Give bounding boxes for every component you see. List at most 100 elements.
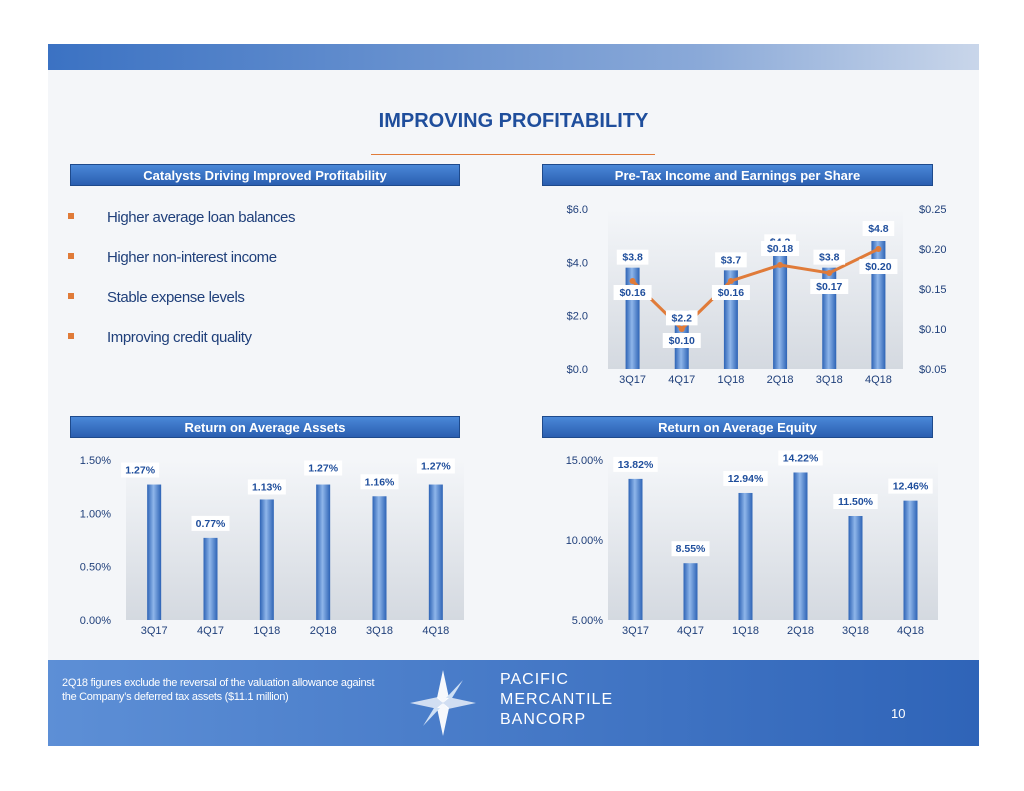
roae-data-label: 8.55% [676,543,706,555]
eps-data-label: $0.20 [865,261,891,273]
pretax-y-tick: $0.0 [567,364,588,376]
roaa-data-label: 0.77% [196,518,226,530]
roae-x-tick: 2Q18 [787,625,814,637]
pretax-data-label-bg [665,310,698,326]
roae-bar [628,478,643,620]
pretax-bar [773,254,788,369]
roaa-bar [259,499,274,620]
roae-data-label: 13.82% [618,459,654,471]
roaa-y-tick: 1.50% [80,455,111,467]
pretax-x-tick: 2Q18 [767,374,794,386]
catalyst-item: Higher non-interest income [68,249,508,289]
roaa-data-label: 1.27% [308,463,338,475]
roaa-data-label: 1.16% [365,476,395,488]
bullet-square-icon [68,213,74,219]
pretax-y2-tick: $0.15 [919,284,947,296]
roaa-data-label: 1.27% [125,465,155,477]
pretax-data-label: $2.2 [672,312,693,324]
eps-data-label: $0.16 [619,287,645,299]
panel-header-roae: Return on Average Equity [542,416,933,438]
roaa-data-label-bg [191,515,230,531]
pretax-data-label-bg [616,249,649,265]
eps-data-label-bg [810,279,849,294]
eps-point [875,246,882,252]
footer-band: 2Q18 figures exclude the reversal of the… [48,660,979,746]
pretax-data-label: $4.8 [868,223,889,235]
eps-data-label-bg [711,285,750,300]
roaa-data-label-bg [304,460,343,476]
roaa-x-tick: 4Q18 [422,625,449,637]
roae-y-tick: 10.00% [566,535,604,547]
pretax-data-label: $3.8 [819,252,840,264]
roaa-bar [316,484,331,620]
pretax-y-tick: $6.0 [567,204,588,216]
eps-point [678,326,685,332]
panel-header-roaa: Return on Average Assets [70,416,460,438]
eps-point [629,278,636,284]
roae-data-label-bg [888,478,933,494]
pretax-y-tick: $2.0 [567,311,588,323]
roaa-x-tick: 3Q17 [141,625,168,637]
pretax-y2-tick: $0.25 [919,204,947,216]
roaa-bar [428,484,443,620]
roae-bar [848,516,863,620]
eps-data-label-bg [761,241,800,256]
pretax-y-tick: $4.0 [567,257,588,269]
roaa-y-tick: 0.50% [80,562,111,574]
roaa-x-tick: 3Q18 [366,625,393,637]
pretax-plot-area [608,209,903,369]
roae-data-label-bg [723,470,768,486]
pretax-y2-tick: $0.05 [919,364,947,376]
title-underline [371,154,655,155]
roaa-x-tick: 4Q17 [197,625,224,637]
bullet-square-icon [68,253,74,259]
roaa-data-label: 1.13% [252,481,282,493]
roae-data-label-bg [778,450,823,466]
roaa-bar [203,537,218,620]
roae-x-tick: 4Q17 [677,625,704,637]
footnote: 2Q18 figures exclude the reversal of the… [62,677,375,703]
eps-data-label: $0.18 [767,243,793,255]
company-logo-text: PACIFIC MERCANTILE BANCORP [500,671,614,728]
pretax-data-label-bg [862,221,895,236]
pretax-data-label-bg [813,249,846,265]
pretax-x-tick: 1Q18 [717,374,744,386]
roaa-bar [372,496,387,620]
roae-data-label-bg [613,456,658,472]
roaa-data-label-bg [360,474,399,490]
roae-data-label-bg [671,541,710,557]
pretax-data-label-bg [715,252,747,268]
panel-header-catalysts: Catalysts Driving Improved Profitability [70,164,460,186]
slide: IMPROVING PROFITABILITY Catalysts Drivin… [48,44,979,746]
company-logo-icon [410,670,476,736]
roae-data-label-bg [833,494,878,509]
eps-data-label-bg [662,333,701,348]
roae-x-tick: 1Q18 [732,625,759,637]
eps-point [777,262,784,268]
eps-data-label: $0.17 [816,281,842,293]
roae-y-tick: 15.00% [566,455,604,467]
roae-data-label: 12.46% [893,481,929,493]
catalyst-item: Stable expense levels [68,289,508,329]
roaa-data-label-bg [416,458,455,474]
roae-bar [738,492,753,620]
roae-chart: 3Q17 4Q17 1Q18 2Q18 3Q18 4Q18 5.00% 10.00% 15.00… [566,450,938,637]
eps-data-label: $0.16 [718,287,744,299]
pretax-y2-tick: $0.10 [919,324,947,336]
bullet-square-icon [68,333,74,339]
eps-point [727,278,734,284]
catalyst-item: Higher average loan balances [68,209,508,249]
roaa-data-label-bg [121,462,160,478]
pretax-y2-tick: $0.20 [919,244,947,256]
roaa-y-tick: 0.00% [80,615,111,627]
pretax-eps-chart: 3Q17 4Q17 1Q18 2Q18 3Q18 4Q18 $0.0 $2.0 $4.0 $6.0… [567,204,947,386]
page-number: 10 [891,706,906,721]
roae-y-tick: 5.00% [572,615,603,627]
roae-bar [793,472,808,620]
roaa-bar [147,484,162,620]
roaa-chart: 3Q17 4Q17 1Q18 2Q18 3Q18 4Q18 0.00% 0.50% 1.00% 1… [80,455,464,637]
roae-data-label: 14.22% [783,452,819,464]
panel-header-pretax: Pre-Tax Income and Earnings per Share [542,164,933,186]
pretax-x-tick: 3Q18 [816,374,843,386]
roae-bar [683,563,698,620]
